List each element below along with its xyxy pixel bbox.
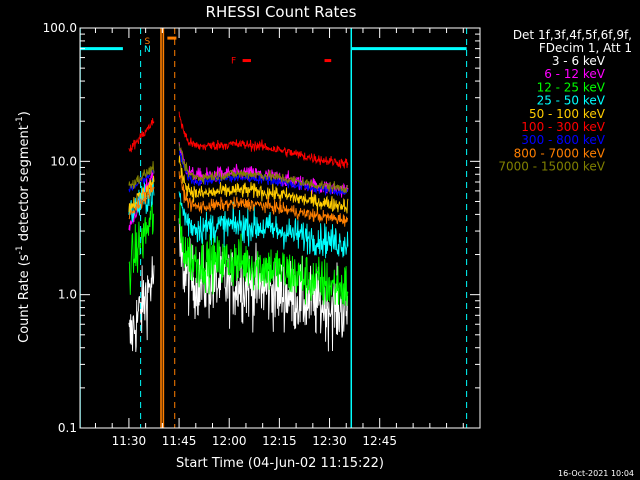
y-axis-label: Count Rate (s-1 detector segment-1) (15, 111, 32, 343)
legend-entry-6: 100 - 300 keV (521, 120, 605, 134)
chart-title: RHESSI Count Rates (206, 3, 357, 21)
x-tick-label-1: 11:30 (112, 434, 147, 448)
y-axis-label-sup1: -1 (15, 245, 25, 254)
plot-border (79, 27, 481, 429)
series-line-8 (128, 171, 349, 227)
series-line-9 (128, 143, 349, 194)
legend-entry-4: 25 - 50 keV (537, 94, 606, 108)
series-line-6 (128, 111, 349, 170)
x-tick-label-5: 12:30 (312, 434, 347, 448)
legend-entry-1: 3 - 6 keV (552, 54, 606, 68)
legend-entry-8: 800 - 7000 keV (514, 146, 606, 160)
legend: Det 1f,3f,4f,5f,6f,9f, FDecim 1, Att 1 3… (498, 28, 632, 174)
series-line-3 (128, 201, 349, 306)
y-axis-label-end: ) (17, 111, 32, 116)
legend-header-line-1: Det 1f,3f,4f,5f,6f,9f, (513, 28, 632, 42)
generation-timestamp: 16-Oct-2021 10:04 (558, 469, 634, 478)
x-tick-label-2: 11:45 (162, 434, 197, 448)
y-axis-label-mid: detector segment (17, 125, 32, 245)
x-tick-label-3: 12:00 (212, 434, 247, 448)
plot-area: SN F (80, 28, 468, 428)
y-axis-label-sup2: -1 (15, 116, 25, 125)
x-tick-label-6: 12:45 (362, 434, 397, 448)
legend-entry-9: 7000 - 15000 keV (498, 160, 605, 174)
y-axis: 0.1 1.0 10.0 100.0 (43, 21, 480, 435)
flag-label-n: N (144, 45, 151, 55)
y-tick-label-2: 1.0 (58, 288, 77, 302)
series-line-1 (128, 218, 349, 353)
y-tick-label-3: 10.0 (50, 154, 77, 168)
y-tick-label-4: 100.0 (43, 21, 77, 35)
legend-entry-7: 300 - 800 keV (521, 133, 605, 147)
plot-clip-group (80, 28, 468, 428)
y-axis-label-main: Count Rate (s (17, 254, 32, 343)
flag-label-f: F (231, 57, 236, 67)
legend-header-line-2: FDecim 1, Att 1 (539, 41, 632, 55)
x-axis: 11:30 11:45 12:00 12:15 12:30 12:45 (94, 28, 464, 448)
flag-label-s: S (144, 37, 150, 47)
legend-entry-5: 50 - 100 keV (529, 107, 606, 121)
x-axis-label: Start Time (04-Jun-02 11:15:22) (176, 456, 384, 471)
legend-entry-3: 12 - 25 keV (537, 80, 606, 94)
x-tick-label-4: 12:15 (262, 434, 297, 448)
series-line-5 (128, 155, 349, 214)
plot-frame (79, 27, 481, 429)
legend-entry-2: 6 - 12 keV (544, 67, 606, 81)
y-tick-label-1: 0.1 (58, 421, 77, 435)
